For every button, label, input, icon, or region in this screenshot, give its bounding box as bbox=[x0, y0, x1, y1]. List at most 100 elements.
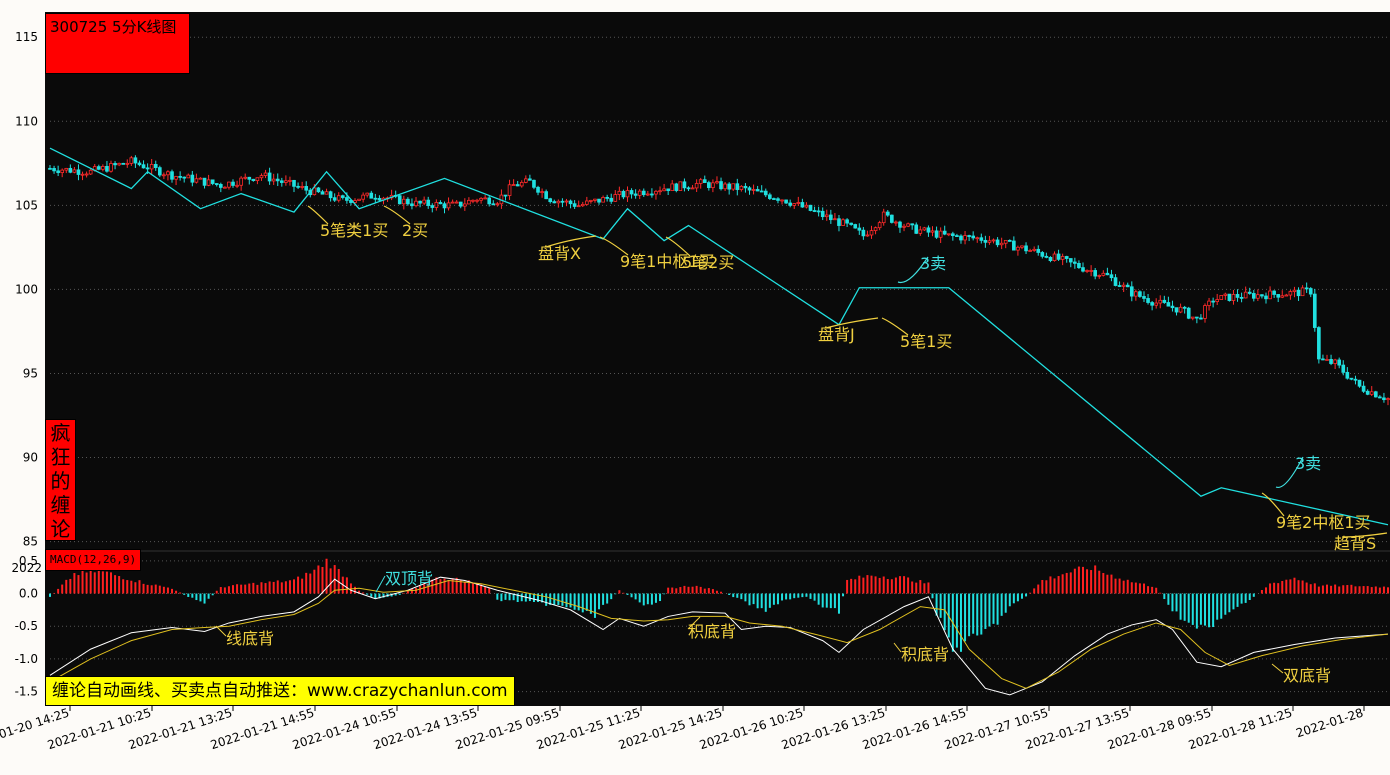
candle-body bbox=[1162, 299, 1167, 303]
candle-body bbox=[515, 184, 520, 187]
candle-body bbox=[1166, 302, 1171, 307]
candle-body bbox=[1284, 294, 1289, 297]
candle-body bbox=[141, 164, 146, 169]
candle-body bbox=[1292, 289, 1297, 292]
candle-body bbox=[1032, 248, 1037, 251]
candle-body bbox=[698, 179, 703, 184]
candle-body bbox=[670, 183, 675, 192]
chart-title: 300725 5分K线图 bbox=[45, 13, 190, 74]
candle-body bbox=[414, 200, 418, 207]
candle-body bbox=[975, 237, 980, 240]
candle-body bbox=[113, 163, 117, 166]
candle-body bbox=[678, 181, 683, 191]
candle-body bbox=[873, 227, 878, 232]
candle-body bbox=[999, 242, 1004, 246]
candle-body bbox=[808, 204, 813, 211]
candle-body bbox=[377, 197, 382, 201]
candle-body bbox=[564, 200, 569, 203]
candle-body bbox=[288, 179, 292, 182]
candle-body bbox=[804, 204, 809, 208]
candle-body bbox=[328, 191, 333, 199]
y-axis-ticks: 85 90 95 100 105 110 115 0.5 0.0 -0.5 -1.0 -1.5 2022 bbox=[11, 30, 42, 698]
candle-body bbox=[784, 199, 788, 204]
candle-body bbox=[1146, 298, 1150, 303]
candle-body bbox=[861, 229, 866, 237]
macd-panel bbox=[49, 558, 1389, 696]
candle-body bbox=[1195, 316, 1199, 319]
candle-body bbox=[881, 211, 886, 224]
candle-body bbox=[1024, 245, 1028, 252]
candle-body bbox=[84, 173, 89, 176]
candle-body bbox=[747, 187, 752, 191]
candle-body bbox=[841, 219, 845, 226]
candle-body bbox=[898, 221, 902, 228]
candle-body bbox=[694, 183, 699, 189]
candle-body bbox=[926, 227, 931, 233]
candle-body bbox=[1077, 262, 1081, 269]
candle-body bbox=[1280, 295, 1285, 298]
candle-body bbox=[995, 239, 1000, 246]
candle-body bbox=[479, 197, 483, 201]
candle-body bbox=[715, 181, 719, 184]
candle-body bbox=[662, 188, 666, 192]
macd-label: MACD(12,26,9) bbox=[45, 549, 142, 571]
candle-body bbox=[885, 211, 890, 216]
candle-body bbox=[271, 178, 276, 182]
candle-body bbox=[528, 178, 532, 181]
candle-body bbox=[471, 199, 475, 202]
candle-body bbox=[601, 197, 605, 203]
annotation-arrow bbox=[383, 205, 411, 225]
candle-body bbox=[1174, 307, 1179, 313]
candle-body bbox=[153, 164, 158, 169]
price-tick-label: 95 bbox=[23, 366, 38, 380]
candle-body bbox=[731, 183, 736, 190]
candle-body bbox=[585, 200, 589, 205]
candle-body bbox=[1300, 287, 1305, 297]
candle-body bbox=[1129, 286, 1134, 297]
candle-body bbox=[1052, 253, 1057, 262]
price-annotation: 盘背J bbox=[818, 325, 855, 344]
candle-body bbox=[536, 186, 540, 193]
candle-body bbox=[1121, 284, 1126, 287]
price-annotation: 9笔1中枢1买 bbox=[620, 252, 715, 271]
candle-body bbox=[434, 202, 439, 208]
candle-body bbox=[292, 179, 296, 187]
candle-body bbox=[971, 235, 975, 239]
candle-body bbox=[1264, 295, 1268, 300]
candle-body bbox=[1353, 378, 1358, 381]
candle-body bbox=[544, 191, 548, 200]
candle-body bbox=[60, 169, 65, 173]
candle-body bbox=[942, 230, 947, 235]
candle-body bbox=[491, 203, 496, 206]
price-tick-label: 85 bbox=[23, 535, 38, 549]
price-annotation: 3卖 bbox=[1295, 454, 1321, 473]
candle-body bbox=[1373, 391, 1378, 398]
candle-body bbox=[1296, 289, 1301, 297]
candle-body bbox=[658, 190, 662, 193]
candle-body bbox=[495, 203, 500, 206]
candle-body bbox=[922, 227, 927, 231]
candle-body bbox=[1170, 305, 1175, 309]
candle-body bbox=[1256, 294, 1260, 299]
macd-tick-label: -0.5 bbox=[15, 619, 38, 633]
candle-body bbox=[796, 202, 801, 204]
candle-body bbox=[1211, 300, 1215, 303]
candle-body bbox=[548, 198, 553, 203]
candle-body bbox=[190, 174, 195, 183]
candle-body bbox=[833, 218, 837, 221]
candle-body bbox=[48, 167, 52, 170]
candle-body bbox=[1304, 287, 1309, 290]
candle-body bbox=[682, 181, 687, 189]
candle-body bbox=[743, 185, 748, 189]
candle-body bbox=[401, 198, 406, 205]
candle-body bbox=[1064, 256, 1069, 259]
candle-body bbox=[397, 195, 402, 205]
price-annotation: 3卖 bbox=[920, 254, 946, 273]
macd-annotation: 双底背 bbox=[1283, 666, 1331, 685]
candle-body bbox=[824, 214, 829, 218]
candle-body bbox=[1345, 371, 1350, 379]
candle-body bbox=[1378, 396, 1382, 399]
candle-body bbox=[1341, 364, 1346, 373]
candle-body bbox=[629, 190, 634, 195]
promo-banner: 缠论自动画线、买卖点自动推送：www.crazychanlun.com bbox=[45, 676, 515, 706]
